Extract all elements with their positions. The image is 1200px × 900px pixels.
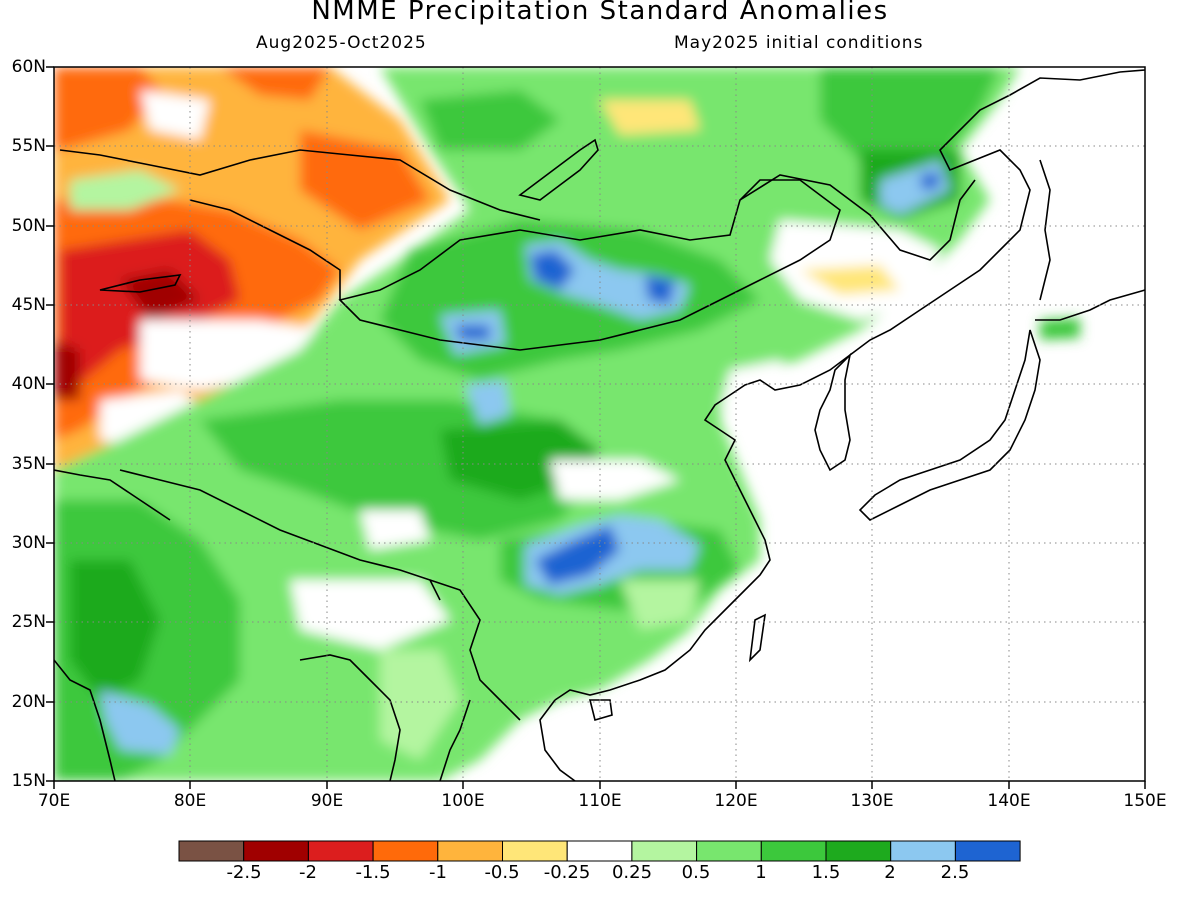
coastlines-borders <box>54 69 1145 781</box>
lat-label: 15N <box>11 771 46 791</box>
anomaly-field <box>54 67 1145 781</box>
colorbar-label: 2 <box>884 862 896 883</box>
colorbar-swatch <box>566 840 633 862</box>
lon-label: 130E <box>850 791 894 811</box>
lon-label: 100E <box>441 791 485 811</box>
colorbar-label: -2 <box>299 862 317 883</box>
lat-label: 20N <box>11 692 46 712</box>
colorbar-label: 2.5 <box>940 862 970 883</box>
colorbar-swatch <box>696 840 762 862</box>
lat-label: 40N <box>11 374 46 394</box>
colorbar-label: 0.5 <box>681 862 711 883</box>
lat-label: 50N <box>11 216 46 236</box>
colorbar-swatch <box>890 840 956 862</box>
lat-label: 55N <box>11 136 46 156</box>
colorbar-label: 0.25 <box>611 862 653 883</box>
colorbar-swatch <box>502 840 568 862</box>
lat-label: 45N <box>11 295 46 315</box>
lon-label: 90E <box>310 791 344 811</box>
map-title: NMME Precipitation Standard Anomalies <box>311 0 889 26</box>
colorbar-swatch <box>307 840 374 862</box>
lon-label: 80E <box>173 791 207 811</box>
initial-conditions: May2025 initial conditions <box>674 33 924 53</box>
colorbar-label: 1 <box>755 862 767 883</box>
lat-label: 30N <box>11 533 46 553</box>
forecast-period: Aug2025-Oct2025 <box>256 33 427 53</box>
colorbar-label: -1 <box>429 862 447 883</box>
colorbar-swatch <box>760 840 827 862</box>
colorbar-swatch <box>437 840 503 862</box>
colorbar-swatch <box>178 840 245 862</box>
colorbar-label: -2.5 <box>226 862 262 883</box>
axis-ticks <box>46 66 1146 789</box>
lon-label: 70E <box>37 791 71 811</box>
colorbar-label: -0.5 <box>484 862 520 883</box>
colorbar-swatch <box>954 840 1021 862</box>
lat-label: 35N <box>11 454 46 474</box>
lat-label: 60N <box>11 57 46 77</box>
colorbar-swatch <box>372 840 439 862</box>
colorbar-label: -0.25 <box>543 862 591 883</box>
lon-label: 120E <box>714 791 758 811</box>
colorbar-swatch <box>631 840 698 862</box>
lat-label: 25N <box>11 612 46 632</box>
lon-label: 140E <box>987 791 1031 811</box>
colorbar-swatch <box>243 840 309 862</box>
colorbar <box>178 840 1021 862</box>
lat-lon-grid <box>54 67 1145 781</box>
lon-label: 110E <box>578 791 622 811</box>
colorbar-label: 1.5 <box>811 862 841 883</box>
lon-label: 150E <box>1123 791 1167 811</box>
colorbar-swatch <box>825 840 892 862</box>
colorbar-label: -1.5 <box>355 862 391 883</box>
